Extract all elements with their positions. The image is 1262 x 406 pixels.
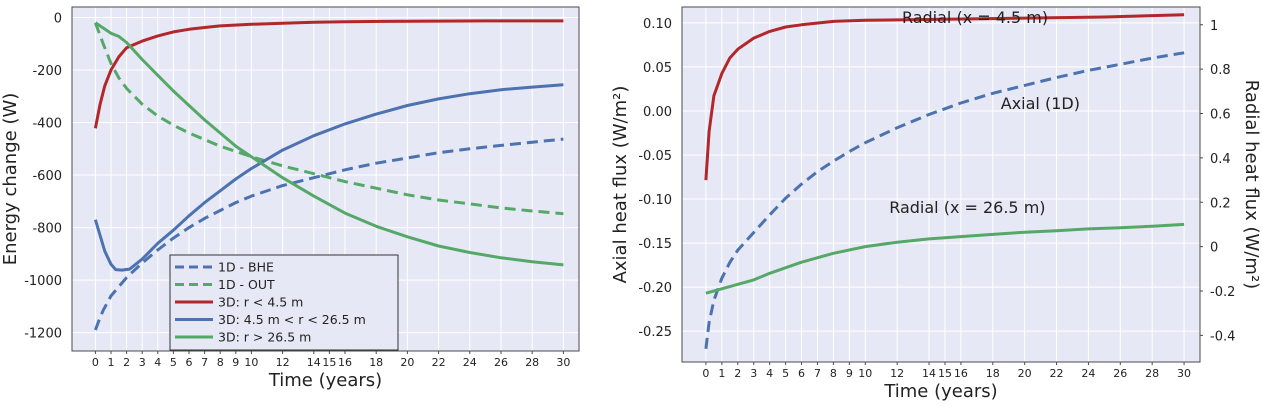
y-tick-label: -0.10 bbox=[638, 193, 672, 208]
y-axis-label: Energy change (W) bbox=[0, 93, 21, 266]
x-tick-label: 6 bbox=[186, 356, 193, 369]
series-line-4 bbox=[93, 83, 564, 272]
plot-area bbox=[682, 7, 1200, 362]
x-tick-label: 1 bbox=[718, 367, 725, 380]
x-tick-label: 20 bbox=[400, 356, 414, 369]
y-tick-label: 0.10 bbox=[643, 17, 672, 32]
x-tick-label: 10 bbox=[244, 356, 258, 369]
y-tick-label: -1200 bbox=[24, 327, 62, 342]
x-tick-label: 15 bbox=[938, 367, 952, 380]
x-tick-label: 30 bbox=[556, 356, 570, 369]
legend-entry: 3D: r < 4.5 m bbox=[218, 295, 303, 310]
x-axis-label: Time (years) bbox=[268, 370, 382, 391]
x-tick-label: 5 bbox=[170, 356, 177, 369]
series-line-1 bbox=[704, 13, 1185, 181]
x-tick-label: 7 bbox=[201, 356, 208, 369]
legend-entry: 1D - OUT bbox=[218, 277, 275, 292]
x-tick-label: 18 bbox=[986, 367, 1000, 380]
x-tick-label: 3 bbox=[750, 367, 757, 380]
x-tick-label: 2 bbox=[123, 356, 130, 369]
y-right-axis-label: Radial heat flux (W/m²) bbox=[1241, 80, 1262, 289]
x-tick-label: 9 bbox=[232, 356, 239, 369]
plot-frame bbox=[681, 6, 1201, 363]
legend-entry: 3D: r > 26.5 m bbox=[218, 330, 311, 345]
x-tick-label: 14 bbox=[307, 356, 321, 369]
x-tick-label: 24 bbox=[1081, 367, 1095, 380]
x-tick-label: 4 bbox=[766, 367, 773, 380]
x-tick-label: 3 bbox=[139, 356, 146, 369]
y-right-tick-label: -0.4 bbox=[1210, 329, 1235, 344]
y-right-tick-label: 0.4 bbox=[1210, 152, 1231, 167]
x-tick-label: 7 bbox=[814, 367, 821, 380]
y-tick-label: 0.00 bbox=[643, 105, 672, 120]
x-tick-label: 24 bbox=[463, 356, 477, 369]
series-line-3 bbox=[705, 222, 1185, 295]
y-tick-label: -400 bbox=[32, 117, 62, 132]
y-tick-label: 0 bbox=[54, 12, 62, 27]
x-tick-label: 28 bbox=[525, 356, 539, 369]
heat-flux-chart: 0 1 2 3 4 5 6 7 8 9 10 12 14 15 16 18 20 22 24 26 28 300.100.… bbox=[610, 6, 1262, 402]
x-tick-label: 16 bbox=[954, 367, 968, 380]
y-right-tick-label: 1 bbox=[1210, 19, 1218, 34]
series-line-5 bbox=[94, 21, 564, 267]
x-tick-label: 1 bbox=[108, 356, 115, 369]
x-tick-label: 22 bbox=[432, 356, 446, 369]
y-tick-label: -0.15 bbox=[638, 237, 672, 252]
series-line-3 bbox=[93, 19, 564, 129]
x-tick-label: 26 bbox=[1113, 367, 1127, 380]
y-tick-label: -800 bbox=[32, 222, 62, 237]
x-axis-label: Time (years) bbox=[883, 381, 997, 402]
y-tick-label: -0.25 bbox=[638, 325, 672, 340]
x-tick-label: 6 bbox=[798, 367, 805, 380]
x-tick-label: 26 bbox=[494, 356, 508, 369]
series-annotation: Radial (x = 26.5 m) bbox=[889, 198, 1045, 217]
y-tick-label: -0.05 bbox=[638, 149, 672, 164]
y-tick-label: -0.20 bbox=[638, 281, 672, 296]
x-tick-label: 4 bbox=[154, 356, 161, 369]
energy-change-chart: 0 1 2 3 4 5 6 7 8 9 10 12 14 15 16 18 20 22 24 26 28 300-200-… bbox=[0, 6, 580, 391]
x-tick-label: 30 bbox=[1177, 367, 1191, 380]
series-annotation: Radial (x = 4.5 m) bbox=[902, 8, 1048, 27]
y-right-tick-label: 0.8 bbox=[1210, 63, 1231, 78]
x-tick-label: 20 bbox=[1018, 367, 1032, 380]
x-tick-label: 12 bbox=[890, 367, 904, 380]
legend: 1D - BHE 1D - OUT 3D: r < 4.5 m 3D: 4.5 m <… bbox=[169, 254, 399, 351]
x-tick-label: 8 bbox=[217, 356, 224, 369]
y-right-tick-label: 0 bbox=[1210, 241, 1218, 256]
legend-entry: 3D: 4.5 m < r < 26.5 m bbox=[218, 312, 366, 327]
x-tick-label: 0 bbox=[702, 367, 709, 380]
y-right-tick-label: -0.2 bbox=[1210, 285, 1235, 300]
x-tick-label: 28 bbox=[1145, 367, 1159, 380]
x-tick-label: 8 bbox=[830, 367, 837, 380]
x-tick-label: 16 bbox=[338, 356, 352, 369]
x-tick-label: 0 bbox=[92, 356, 99, 369]
y-tick-label: -200 bbox=[32, 64, 62, 79]
plot-frame bbox=[71, 6, 580, 352]
x-tick-label: 18 bbox=[369, 356, 383, 369]
series-line-2 bbox=[93, 22, 564, 216]
x-tick-label: 10 bbox=[858, 367, 872, 380]
series-line-1 bbox=[93, 137, 564, 331]
y-tick-label: 0.05 bbox=[643, 61, 672, 76]
x-tick-label: 15 bbox=[322, 356, 336, 369]
y-axis-label: Axial heat flux (W/m²) bbox=[610, 86, 631, 284]
series-annotation: Axial (1D) bbox=[1001, 94, 1080, 113]
x-tick-label: 22 bbox=[1050, 367, 1064, 380]
y-right-tick-label: 0.2 bbox=[1210, 196, 1231, 211]
x-tick-label: 9 bbox=[846, 367, 853, 380]
y-right-tick-label: 0.6 bbox=[1210, 108, 1231, 123]
x-tick-label: 12 bbox=[276, 356, 290, 369]
y-tick-label: -600 bbox=[32, 169, 62, 184]
x-tick-label: 14 bbox=[922, 367, 936, 380]
legend-entry: 1D - BHE bbox=[218, 260, 274, 275]
y-tick-label: -1000 bbox=[24, 274, 62, 289]
x-tick-label: 5 bbox=[782, 367, 789, 380]
x-tick-label: 2 bbox=[734, 367, 741, 380]
series-line-2 bbox=[704, 51, 1185, 349]
